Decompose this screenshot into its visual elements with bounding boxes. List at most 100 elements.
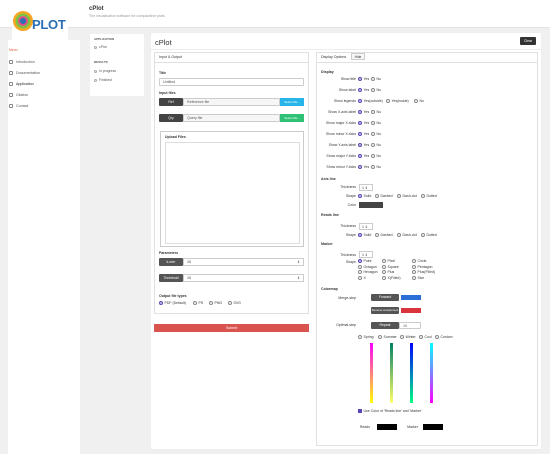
display-option-radio[interactable]: Yes(outside)	[358, 98, 383, 104]
axis-color-swatch[interactable]	[359, 202, 383, 208]
cool-colormap-bar	[430, 343, 433, 403]
radio-label: Cool	[424, 335, 432, 339]
query-file-input[interactable]: Query file	[183, 114, 280, 122]
axis-line-label: Axis line	[321, 177, 336, 181]
display-option-radio[interactable]: No	[371, 87, 381, 93]
subnav-item-finished[interactable]: Finished	[94, 78, 112, 82]
radio-icon	[358, 335, 362, 340]
display-option-radio[interactable]: Yes	[358, 164, 369, 170]
threshold-select[interactable]: 10 ⇕	[183, 274, 304, 282]
subnav-item-in-progress[interactable]: In progress	[94, 69, 116, 73]
mail-icon	[9, 104, 13, 109]
output-pdf-radio[interactable]: PDF (Default)	[159, 300, 186, 306]
clear-button[interactable]: Clear	[520, 37, 536, 45]
reference-file-input[interactable]: Reference file	[183, 98, 280, 106]
sidebar-item-introduction[interactable]: Introduction	[9, 58, 75, 66]
spring-colormap-bar	[370, 343, 373, 403]
display-option-radio[interactable]: Yes(inside)	[386, 98, 409, 104]
sidebar-item-contact[interactable]: Contact	[9, 102, 75, 110]
reads-shape-dashed-radio[interactable]: Dashed	[375, 232, 393, 238]
upload-files-box[interactable]: Upload Files	[160, 131, 304, 247]
radio-label: Dotted	[426, 233, 437, 237]
select-reference-button[interactable]: Select file...	[280, 98, 304, 106]
submit-button[interactable]: Submit	[154, 324, 309, 332]
display-option-radio[interactable]: Yes	[358, 153, 369, 159]
display-option-radio[interactable]: Yes	[358, 131, 369, 137]
marker-option-radio[interactable]: Star	[412, 275, 424, 281]
display-option-radio[interactable]: Yes	[358, 142, 369, 148]
display-section-label: Display	[321, 70, 334, 74]
marker-color-swatch[interactable]	[423, 424, 443, 430]
marker-thickness-input[interactable]: 1 ⇕	[359, 251, 373, 258]
marker-option-radio[interactable]: X	[358, 275, 366, 281]
cmap-cool-radio[interactable]: Cool	[419, 334, 432, 340]
reads-shape-dashdot-radio[interactable]: Dash-dot	[397, 232, 417, 238]
radio-label: Dashed	[380, 233, 393, 237]
title-input[interactable]: Untitled	[159, 78, 304, 86]
display-option-radio[interactable]: No	[371, 164, 381, 170]
display-options-panel	[316, 52, 538, 446]
axis-thickness-input[interactable]: 1 ⇕	[359, 184, 373, 191]
sidebar-item-application[interactable]: Application	[9, 80, 75, 88]
display-option-radio[interactable]: Yes	[358, 109, 369, 115]
cmap-summer-radio[interactable]: Summer	[378, 334, 397, 340]
reads-color-swatch[interactable]	[377, 424, 397, 430]
display-option-radio[interactable]: Yes	[358, 120, 369, 126]
cmap-custom-radio[interactable]: Custom	[435, 334, 453, 340]
marker-option-radio[interactable]: Pixel	[382, 258, 395, 264]
display-option-radio[interactable]: No	[371, 109, 381, 115]
display-option-radio[interactable]: No	[371, 131, 381, 137]
forward-color-swatch[interactable]	[401, 295, 421, 300]
quote-icon	[9, 93, 13, 98]
output-svg-radio[interactable]: SVG	[228, 300, 241, 306]
hide-button[interactable]: Hide	[351, 53, 365, 60]
marker-option-radio[interactable]: Plus	[382, 269, 394, 275]
display-option-radio[interactable]: No	[414, 98, 424, 104]
output-types-label: Output file types	[159, 294, 187, 298]
marker-option-radio[interactable]: Pentagon	[412, 264, 433, 270]
marker-option-radio[interactable]: Circle	[412, 258, 426, 264]
checkbox-label: Use Color of 'Reads line' and 'Marker'	[363, 409, 422, 413]
output-ps-radio[interactable]: PS	[193, 300, 203, 306]
display-option-radio[interactable]: No	[371, 120, 381, 126]
axis-shape-solid-radio[interactable]: Solid	[358, 193, 371, 199]
use-color-checkbox[interactable]: Use Color of 'Reads line' and 'Marker'	[358, 408, 422, 414]
radio-label: X(Filled)	[387, 275, 401, 280]
display-option-radio[interactable]: Yes	[358, 87, 369, 93]
marker-option-radio[interactable]: Octagon	[358, 264, 377, 270]
thickness-label: Thickness	[340, 185, 356, 189]
reads-thickness-input[interactable]: 1 ⇕	[359, 223, 373, 230]
radio-selected-icon	[358, 233, 362, 238]
display-option-radio[interactable]: No	[371, 142, 381, 148]
reads-shape-dotted-radio[interactable]: Dotted	[421, 232, 437, 238]
output-png-radio[interactable]: PNG	[209, 300, 222, 306]
axis-shape-dashed-radio[interactable]: Dashed	[375, 193, 393, 199]
reads-shape-solid-radio[interactable]: Solid	[358, 232, 371, 238]
marker-option-radio[interactable]: Hexagon	[358, 269, 378, 275]
axis-shape-dotted-radio[interactable]: Dotted	[421, 193, 437, 199]
sidebar-item-documentation[interactable]: Documentation	[9, 69, 75, 77]
marker-option-radio[interactable]: Point	[358, 258, 371, 264]
cmap-winter-radio[interactable]: Winter	[400, 334, 416, 340]
marker-option-radio[interactable]: X(Filled)	[382, 275, 401, 281]
display-row-label: Show Y-axis label	[328, 143, 356, 147]
axis-shape-dashdot-radio[interactable]: Dash-dot	[397, 193, 417, 199]
upload-drop-area[interactable]	[165, 142, 300, 244]
cmap-spring-radio[interactable]: Spring	[358, 334, 374, 340]
colormap-label: Colormap	[321, 287, 338, 291]
repeat-input[interactable]: 10	[399, 322, 421, 329]
radio-icon	[382, 275, 386, 280]
subnav-item-cplot[interactable]: cPlot	[94, 45, 107, 49]
marker-option-radio[interactable]: Plus(Filled)	[412, 269, 435, 275]
subnav-heading-results: RESULTS	[94, 60, 108, 64]
display-option-radio[interactable]: No	[371, 76, 381, 82]
display-option-radio[interactable]: Yes	[358, 76, 369, 82]
kmer-select[interactable]: 10 ⇕	[183, 258, 304, 266]
reverse-color-swatch[interactable]	[401, 308, 421, 313]
display-option-radio[interactable]: No	[371, 153, 381, 159]
marker-option-radio[interactable]: Square	[382, 264, 399, 270]
app-icon	[9, 82, 13, 87]
sidebar-item-citation[interactable]: Citation	[9, 91, 75, 99]
select-query-button[interactable]: Select file...	[280, 114, 304, 122]
app-logo[interactable]: PLOT	[12, 10, 68, 40]
